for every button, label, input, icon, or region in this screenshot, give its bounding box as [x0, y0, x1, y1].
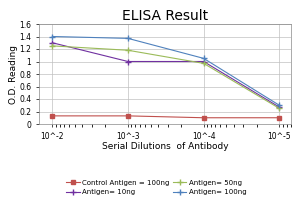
- Antigen= 50ng: [126, 49, 130, 51]
- Antigen= 10ng: [202, 60, 206, 63]
- Antigen= 100ng: [278, 104, 281, 106]
- Line: Antigen= 50ng: Antigen= 50ng: [50, 43, 282, 111]
- Antigen= 10ng: [278, 106, 281, 108]
- Antigen= 10ng: [126, 60, 130, 63]
- X-axis label: Serial Dilutions  of Antibody: Serial Dilutions of Antibody: [102, 142, 228, 151]
- Antigen= 100ng: [50, 35, 54, 38]
- Control Antigen = 100ng: [126, 115, 130, 117]
- Antigen= 10ng: [50, 42, 54, 44]
- Line: Control Antigen = 100ng: Control Antigen = 100ng: [50, 114, 281, 120]
- Legend: Control Antigen = 100ng, Antigen= 10ng, Antigen= 50ng, Antigen= 100ng: Control Antigen = 100ng, Antigen= 10ng, …: [64, 178, 248, 197]
- Antigen= 50ng: [50, 45, 54, 47]
- Antigen= 50ng: [278, 107, 281, 110]
- Control Antigen = 100ng: [278, 117, 281, 119]
- Title: ELISA Result: ELISA Result: [122, 9, 208, 23]
- Line: Antigen= 10ng: Antigen= 10ng: [50, 40, 282, 110]
- Control Antigen = 100ng: [50, 115, 54, 117]
- Line: Antigen= 100ng: Antigen= 100ng: [50, 34, 282, 108]
- Control Antigen = 100ng: [202, 117, 206, 119]
- Antigen= 100ng: [202, 57, 206, 60]
- Antigen= 50ng: [202, 62, 206, 65]
- Antigen= 100ng: [126, 37, 130, 40]
- Y-axis label: O.D. Reading: O.D. Reading: [9, 45, 18, 104]
